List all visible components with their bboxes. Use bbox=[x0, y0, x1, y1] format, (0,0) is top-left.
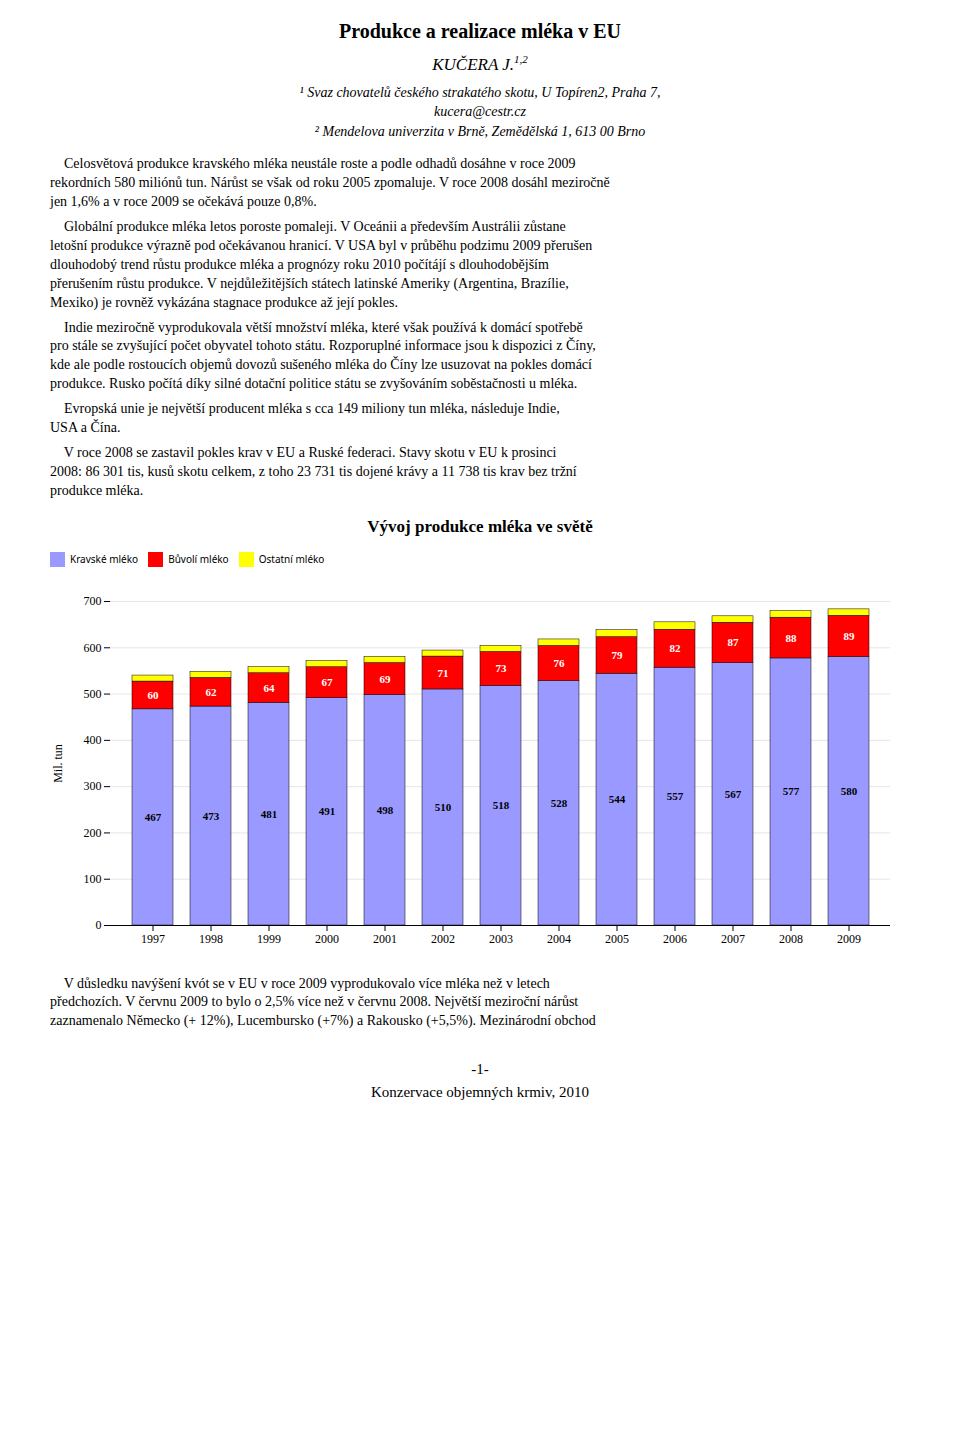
html-text:Vývoj produkce mléka ve světě: Vývoj produkce mléka ve světě bbox=[367, 516, 593, 536]
html-text:KUČERA J.1,2: KUČERA J.1,2 bbox=[432, 53, 528, 74]
svg-text:79: 79 bbox=[612, 649, 624, 661]
svg-text:64: 64 bbox=[264, 681, 276, 693]
svg-text:2004: 2004 bbox=[547, 932, 571, 946]
svg-text:2008: 2008 bbox=[779, 932, 803, 946]
svg-text:600: 600 bbox=[84, 640, 102, 654]
svg-text:Mil. tun: Mil. tun bbox=[51, 744, 65, 783]
svg-text:500: 500 bbox=[84, 686, 102, 700]
svg-text:1999: 1999 bbox=[257, 932, 281, 946]
svg-text:2009: 2009 bbox=[837, 932, 861, 946]
svg-text:100: 100 bbox=[84, 872, 102, 886]
html-text:přerušením růstu produkce. V n: přerušením růstu produkce. V nejdůležitě… bbox=[50, 275, 569, 291]
html-text:Konzervace objemných krmiv, 20: Konzervace objemných krmiv, 2010 bbox=[370, 1084, 590, 1101]
html-text:pro stále se zvyšující počet o: pro stále se zvyšující počet obyvatel to… bbox=[50, 338, 596, 354]
svg-text:89: 89 bbox=[844, 630, 856, 642]
svg-text:73: 73 bbox=[496, 662, 508, 674]
html-text:V roce 2008 se zastavil pokles: V roce 2008 se zastavil pokles krav v EU… bbox=[50, 444, 557, 460]
html-text:Indie meziročně vyprodukovala: Indie meziročně vyprodukovala větší množ… bbox=[50, 319, 583, 335]
svg-text:60: 60 bbox=[148, 689, 160, 701]
html-text:Celosvětová produkce kravského: Celosvětová produkce kravského mléka neu… bbox=[50, 156, 576, 172]
svg-text:481: 481 bbox=[261, 807, 278, 819]
html-text:Kravské mléko: Kravské mléko bbox=[70, 552, 139, 567]
svg-text:2006: 2006 bbox=[663, 932, 687, 946]
svg-text:518: 518 bbox=[493, 799, 510, 811]
html-text:V důsledku navýšení kvót se v: V důsledku navýšení kvót se v EU v roce … bbox=[50, 975, 550, 991]
svg-text:67: 67 bbox=[322, 676, 334, 688]
html-text:Globální produkce mléka letos: Globální produkce mléka letos poroste po… bbox=[50, 219, 566, 235]
html-text:letošní produkce výrazně pod o: letošní produkce výrazně pod očekávanou … bbox=[50, 238, 593, 253]
svg-text:528: 528 bbox=[551, 796, 568, 808]
html-text:USA a Čína.: USA a Čína. bbox=[50, 420, 121, 435]
html-text:zaznamenalo Německo (+ 12%), L: zaznamenalo Německo (+ 12%), Lucembursko… bbox=[50, 1013, 596, 1029]
svg-text:1997: 1997 bbox=[141, 932, 165, 946]
html-text:kde ale podle rostoucích objem: kde ale podle rostoucích objemů dovozů s… bbox=[50, 357, 592, 373]
html-text:Bůvolí mléko: Bůvolí mléko bbox=[168, 552, 229, 567]
svg-text:700: 700 bbox=[84, 594, 102, 608]
svg-text:577: 577 bbox=[783, 785, 800, 797]
svg-text:200: 200 bbox=[84, 825, 102, 839]
html-text:¹ Svaz chovatelů českého strak: ¹ Svaz chovatelů českého strakatého skot… bbox=[299, 84, 661, 100]
html-text:rekordních 580 miliónů tun. Ná: rekordních 580 miliónů tun. Nárůst se vš… bbox=[50, 175, 610, 191]
svg-text:2001: 2001 bbox=[373, 932, 397, 946]
svg-text:2007: 2007 bbox=[721, 932, 745, 946]
svg-text:2002: 2002 bbox=[431, 932, 455, 946]
html-text:2008: 86 301 tis, kusů skotu c: 2008: 86 301 tis, kusů skotu celkem, z t… bbox=[50, 463, 577, 479]
html-text:Produkce a realizace mléka v E: Produkce a realizace mléka v EU bbox=[339, 20, 621, 42]
svg-text:2000: 2000 bbox=[315, 932, 339, 946]
html-text:produkce. Rusko počítá díky si: produkce. Rusko počítá díky silné dotačn… bbox=[50, 376, 578, 392]
svg-text:71: 71 bbox=[438, 666, 449, 678]
svg-text:510: 510 bbox=[435, 801, 452, 813]
svg-text:76: 76 bbox=[554, 657, 566, 669]
svg-text:557: 557 bbox=[667, 790, 684, 802]
html-text:Mexiko) je rovněž vykázána sta: Mexiko) je rovněž vykázána stagnace prod… bbox=[50, 294, 398, 310]
svg-text:467: 467 bbox=[145, 811, 162, 823]
svg-text:2005: 2005 bbox=[605, 932, 629, 946]
html-text:kucera@cestr.cz: kucera@cestr.cz bbox=[434, 104, 526, 120]
svg-text:0: 0 bbox=[96, 918, 102, 932]
svg-text:1998: 1998 bbox=[199, 932, 223, 946]
svg-text:300: 300 bbox=[84, 779, 102, 793]
svg-text:498: 498 bbox=[377, 803, 394, 815]
svg-text:2003: 2003 bbox=[489, 932, 513, 946]
html-text:Ostatní mléko: Ostatní mléko bbox=[258, 552, 325, 567]
svg-text:88: 88 bbox=[786, 631, 798, 643]
html-text:-1-: -1- bbox=[471, 1061, 489, 1078]
svg-text:491: 491 bbox=[319, 805, 336, 817]
html-text:Evropská unie je největší prod: Evropská unie je největší producent mlék… bbox=[50, 401, 560, 417]
html-text:předchozích. V červnu 2009 to: předchozích. V červnu 2009 to bylo o 2,5… bbox=[50, 994, 579, 1010]
svg-text:82: 82 bbox=[670, 642, 682, 654]
html-text:dlouhodobý trend růstu produkc: dlouhodobý trend růstu produkce mléka a … bbox=[50, 256, 549, 272]
svg-text:473: 473 bbox=[203, 809, 220, 821]
svg-text:567: 567 bbox=[725, 787, 742, 799]
svg-text:580: 580 bbox=[841, 784, 858, 796]
html-text:² Mendelova univerzita v Brně,: ² Mendelova univerzita v Brně, Zemědělsk… bbox=[314, 123, 646, 139]
svg-text:400: 400 bbox=[84, 733, 102, 747]
svg-text:87: 87 bbox=[728, 636, 740, 648]
svg-text:544: 544 bbox=[609, 793, 626, 805]
html-text:produkce mléka.: produkce mléka. bbox=[50, 482, 144, 498]
svg-text:62: 62 bbox=[206, 685, 218, 697]
html-text:jen 1,6% a v roce 2009 se oček: jen 1,6% a v roce 2009 se očekává pouze … bbox=[50, 194, 317, 210]
svg-text:69: 69 bbox=[380, 672, 392, 684]
